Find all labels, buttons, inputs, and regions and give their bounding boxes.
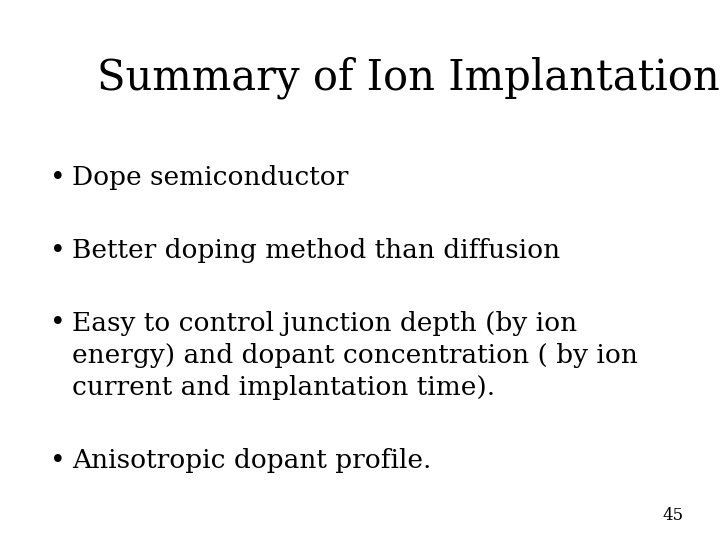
Text: 45: 45 xyxy=(663,507,684,524)
Text: •: • xyxy=(50,165,66,190)
Text: Anisotropic dopant profile.: Anisotropic dopant profile. xyxy=(72,448,431,473)
Text: •: • xyxy=(50,238,66,262)
Text: Dope semiconductor: Dope semiconductor xyxy=(72,165,348,190)
Text: Better doping method than diffusion: Better doping method than diffusion xyxy=(72,238,560,262)
Text: •: • xyxy=(50,448,66,473)
Text: •: • xyxy=(50,310,66,335)
Text: Easy to control junction depth (by ion
energy) and dopant concentration ( by ion: Easy to control junction depth (by ion e… xyxy=(72,310,638,400)
Text: Summary of Ion Implantation: Summary of Ion Implantation xyxy=(97,57,720,99)
